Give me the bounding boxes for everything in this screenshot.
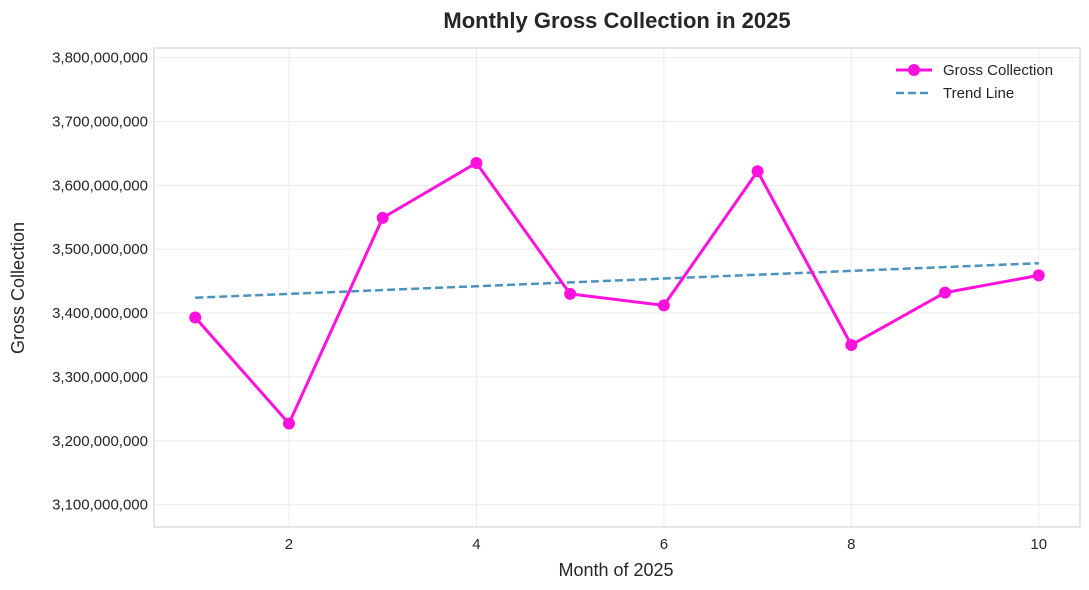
data-point-gross-collection [939,286,952,299]
x-tick-label: 4 [472,536,480,553]
x-axis-ticks: 2 4 6 8 10 [285,536,1047,553]
data-point-gross-collection [751,165,764,178]
y-tick-label: 3,200,000,000 [52,433,148,450]
plot-area-frame [153,47,1081,528]
data-point-gross-collection [470,156,483,169]
x-tick-label: 2 [285,536,293,553]
data-point-gross-collection [1032,269,1045,282]
series-line-trend-line [195,261,1039,299]
x-axis-label: Month of 2025 [558,560,673,580]
y-tick-label: 3,300,000,000 [52,369,148,386]
y-tick-label: 3,700,000,000 [52,113,148,130]
y-tick-label: 3,100,000,000 [52,497,148,514]
legend: Gross Collection Trend Line [896,62,1053,102]
legend-label-gross-collection: Gross Collection [943,62,1053,79]
legend-label-trend-line: Trend Line [943,85,1014,102]
y-tick-label: 3,400,000,000 [52,305,148,322]
y-axis-label: Gross Collection [8,222,28,354]
y-tick-label: 3,800,000,000 [52,50,148,67]
series-layer [189,156,1045,430]
data-point-gross-collection [376,211,389,224]
data-point-gross-collection [282,417,295,430]
y-axis-ticks: 3,100,000,000 3,200,000,000 3,300,000,000 3… [52,50,148,514]
series-line-gross-collection [194,161,1040,426]
x-tick-label: 6 [660,536,668,553]
data-point-gross-collection [845,338,858,351]
x-tick-label: 8 [847,536,855,553]
x-tick-label: 10 [1030,536,1047,553]
y-tick-label: 3,500,000,000 [52,241,148,258]
legend-marker-gross-collection [908,64,920,76]
chart-title: Monthly Gross Collection in 2025 [443,8,790,33]
data-point-gross-collection [657,299,670,312]
data-point-gross-collection [564,287,577,300]
grid [154,48,1080,527]
data-point-gross-collection [189,311,202,324]
y-tick-label: 3,600,000,000 [52,177,148,194]
